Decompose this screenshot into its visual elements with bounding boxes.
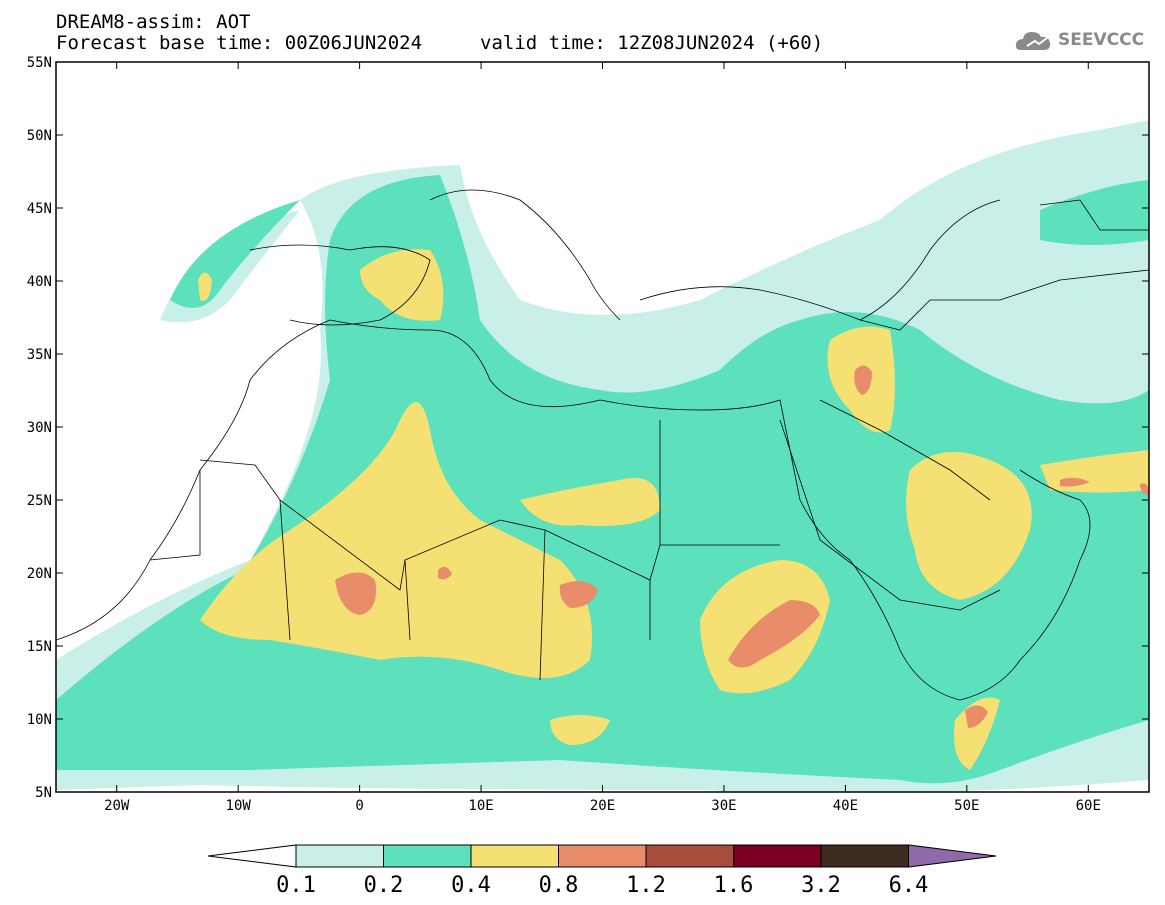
lat-label: 55N [27,55,52,71]
colorbar-bin [733,844,822,868]
lon-label: 30E [711,798,736,814]
lat-label: 15N [27,639,52,655]
lat-label: 30N [27,420,52,436]
lat-label: 20N [27,566,52,582]
lon-label: 10E [468,798,493,814]
lon-label: 40E [833,798,858,814]
lat-label: 10N [27,712,52,728]
colorbar-label: 1.6 [714,873,754,898]
lat-label: 35N [27,347,52,363]
lat-label: 5N [35,785,52,801]
lat-label: 25N [27,493,52,509]
lon-label: 50E [954,798,979,814]
colorbar-label: 0.4 [451,873,491,898]
lat-label: 40N [27,274,52,290]
colorbar-bin [645,844,734,868]
lat-label: 50N [27,128,52,144]
colorbar-label: 0.1 [276,873,316,898]
map-title: DREAM8-assim: AOT [56,11,251,33]
colorbar-label: 1.2 [626,873,666,898]
longitude-axis: 20W 10W 0 10E 20E 30E 40E 50E 60E [104,62,1101,814]
lon-label: 10W [226,798,252,814]
lon-label: 0 [355,798,363,814]
colorbar-label: 3.2 [801,873,841,898]
colorbar-bin [820,844,909,868]
lon-label: 20E [590,798,615,814]
colorbar-label: 6.4 [889,873,929,898]
colorbar-low-arrow [207,844,297,868]
lon-label: 20W [104,798,130,814]
forecast-base-time: Forecast base time: 00Z06JUN2024 [56,32,423,54]
lat-label: 45N [27,201,52,217]
aot-field [56,120,1149,792]
colorbar-high-arrow [908,844,997,868]
colorbar-bin [295,844,384,868]
latitude-axis: 55N 50N 45N 40N 35N 30N 25N 20N 15N 10N 5N [27,55,1149,801]
valid-time: valid time: 12Z08JUN2024 (+60) [480,32,824,54]
colorbar-label: 0.8 [539,873,579,898]
colorbar-bin [470,844,559,868]
cloud-logo-icon [1015,32,1051,50]
colorbar-bin [558,844,647,868]
colorbar-bin [383,844,472,868]
logo-text: SEEVCCC [1058,30,1145,50]
lon-label: 60E [1076,798,1101,814]
colorbar-label: 0.2 [364,873,404,898]
